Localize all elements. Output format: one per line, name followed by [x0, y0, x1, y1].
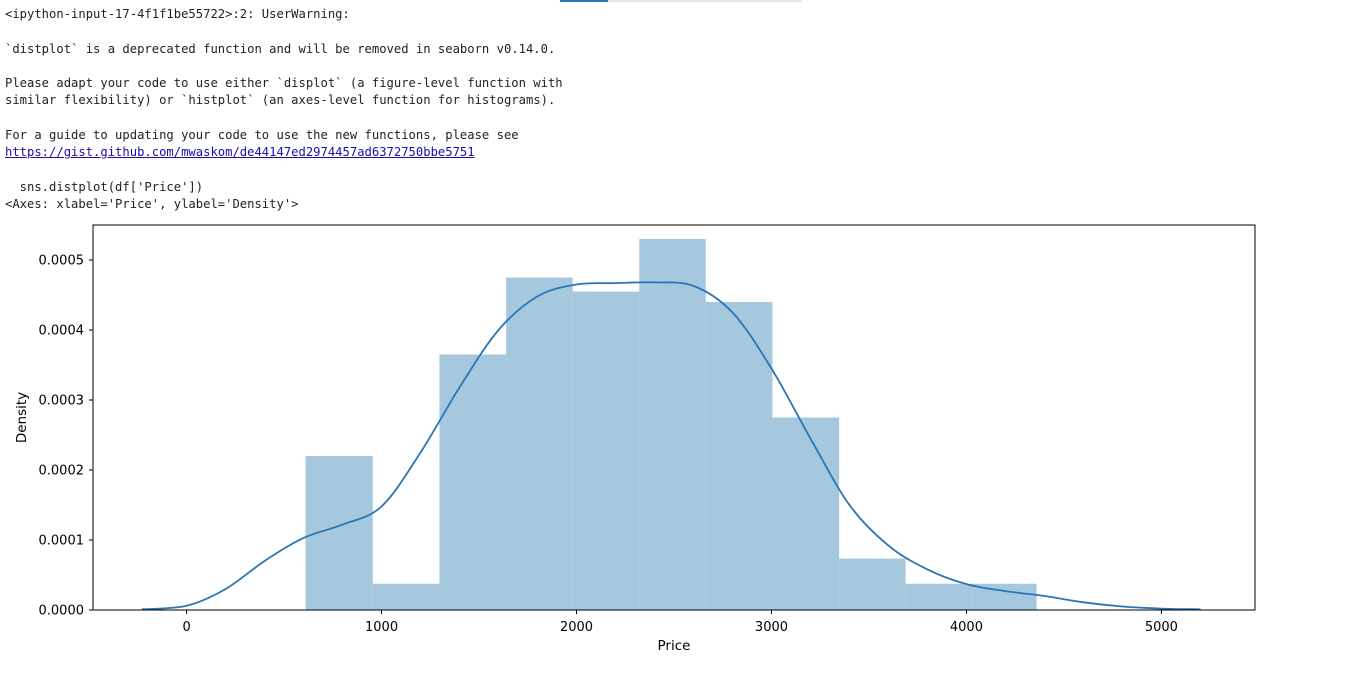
y-tick-label: 0.0001 [39, 534, 85, 549]
distplot-figure: 0 1000 2000 3000 4000 5000 0.0000 0.0001 0.0002… [0, 215, 1300, 675]
y-tick-label: 0.0004 [39, 324, 85, 339]
y-tick-label: 0.0005 [39, 254, 85, 269]
x-tick-label: 5000 [1145, 620, 1178, 635]
adapt-message-line-2: similar flexibility) or `histplot` (an a… [5, 93, 556, 108]
source-line: sns.distplot(df['Price']) [5, 179, 204, 194]
x-tick-label: 3000 [755, 620, 788, 635]
x-tick-label: 4000 [950, 620, 983, 635]
guide-link[interactable]: https://gist.github.com/mwaskom/de44147e… [5, 145, 475, 159]
blank-line [5, 161, 765, 178]
cell-toolbar-track [560, 0, 802, 2]
histogram-bar [506, 277, 573, 610]
y-axis-ticks: 0.0000 0.0001 0.0002 0.0003 0.0004 0.0005 [39, 254, 93, 619]
y-tick-label: 0.0002 [39, 464, 85, 479]
histogram-bar [772, 417, 840, 610]
histogram-bar [839, 558, 906, 610]
warning-header: <ipython-input-17-4f1f1be55722>:2: UserW… [5, 7, 350, 21]
histogram-bar [372, 583, 440, 610]
axes-frame [92, 224, 1256, 611]
blank-line [5, 110, 765, 127]
x-axis-ticks: 0 1000 2000 3000 4000 5000 [182, 610, 1178, 635]
y-tick-label: 0.0000 [39, 604, 85, 619]
deprecation-message: `distplot` is a deprecated function and … [5, 41, 556, 56]
cell-output: <ipython-input-17-4f1f1be55722>:2: UserW… [5, 6, 765, 213]
histogram-bar [439, 354, 507, 610]
x-axis-label: Price [658, 638, 691, 654]
x-tick-label: 2000 [560, 620, 593, 635]
histogram-bars [305, 239, 1037, 610]
blank-line [5, 23, 765, 40]
x-tick-label: 1000 [365, 620, 398, 635]
cell-toolbar-indicator [560, 0, 608, 2]
histogram-bar [639, 239, 706, 610]
guide-message: For a guide to updating your code to use… [5, 127, 519, 142]
guide-link-line: https://gist.github.com/mwaskom/de44147e… [5, 144, 765, 161]
kde-curve [141, 281, 1201, 611]
y-axis-label: Density [14, 392, 30, 443]
histogram-bar [572, 291, 640, 610]
adapt-message-line-1: Please adapt your code to use either `di… [5, 76, 563, 90]
x-tick-label: 0 [182, 620, 190, 635]
blank-line [5, 58, 765, 75]
y-tick-label: 0.0003 [39, 394, 85, 409]
result-repr: <Axes: xlabel='Price', ylabel='Density'> [5, 196, 299, 211]
histogram-bar [905, 583, 973, 610]
distplot-chart: 0 1000 2000 3000 4000 5000 0.0000 0.0001 0.0002… [14, 224, 1256, 654]
histogram-bar [705, 302, 773, 610]
